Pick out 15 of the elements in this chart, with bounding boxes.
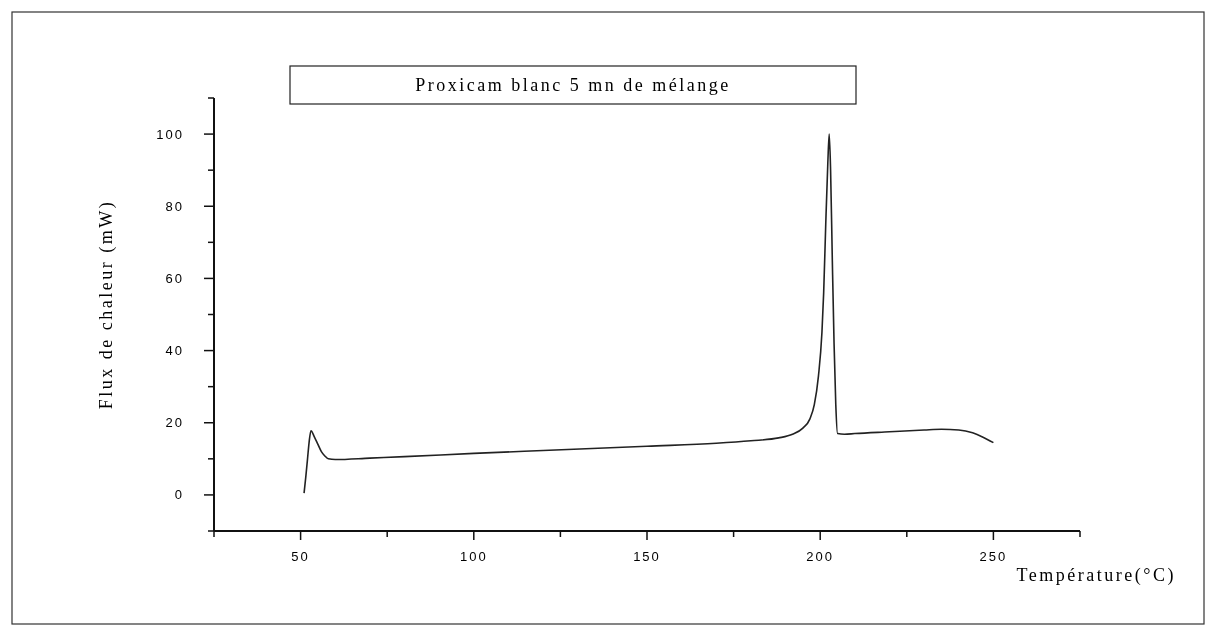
y-tick-label: 40 [165, 343, 184, 359]
y-tick-label: 20 [165, 415, 184, 431]
y-tick-label: 100 [156, 126, 184, 142]
x-tick-label: 50 [291, 549, 310, 564]
x-tick-label: 250 [979, 549, 1008, 564]
y-axis-title: Flux de chaleur (mW) [96, 199, 117, 410]
y-tick-label: 60 [165, 270, 184, 286]
x-tick-label: 200 [806, 549, 835, 564]
y-tick-label: 80 [165, 198, 184, 214]
x-tick-label: 150 [633, 549, 661, 564]
chart-title: Proxicam blanc 5 mn de mélange [415, 75, 731, 95]
y-tick-label: 0 [174, 487, 184, 503]
line-series [303, 133, 995, 494]
x-axis-title: Température(°C) [1016, 565, 1176, 586]
x-tick-label: 100 [459, 549, 488, 564]
